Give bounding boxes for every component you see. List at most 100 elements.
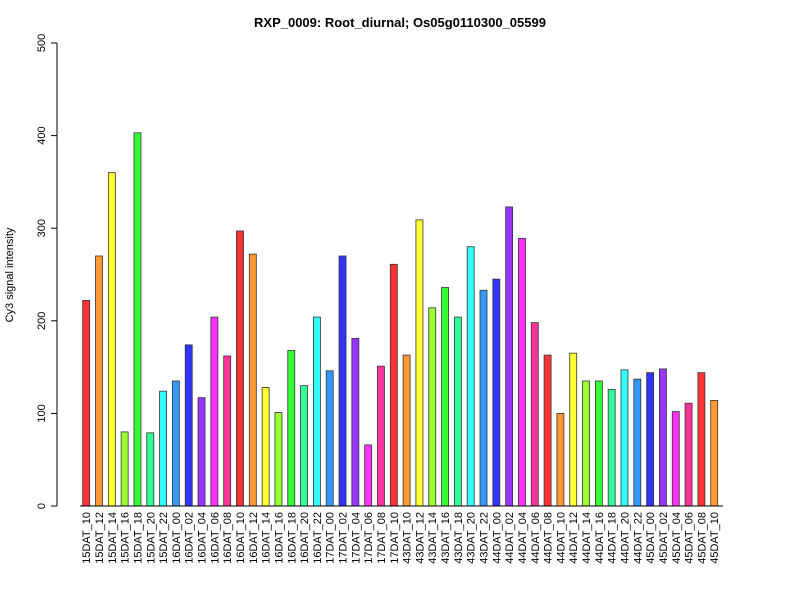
bar-17DAT_00 bbox=[325, 370, 334, 507]
bar-15DAT_12 bbox=[95, 255, 103, 507]
x-tick-label: 16DAT_00 bbox=[171, 512, 183, 564]
bar-16DAT_02 bbox=[184, 344, 193, 507]
bar-15DAT_16 bbox=[120, 431, 129, 507]
x-tick-label: 44DAT_20 bbox=[619, 512, 631, 564]
x-tick-label: 15DAT_14 bbox=[107, 512, 119, 564]
x-tick-label: 45DAT_10 bbox=[709, 512, 721, 564]
x-tick-label: 15DAT_20 bbox=[145, 512, 157, 564]
bar-17DAT_02 bbox=[338, 255, 347, 507]
x-tick-label: 43DAT_12 bbox=[414, 512, 426, 564]
x-tick-labels: 15DAT_10 15DAT_12 15DAT_14 15DAT_16 15DAT_18… bbox=[81, 512, 721, 564]
x-tick-label: 15DAT_22 bbox=[158, 512, 170, 564]
bar-17DAT_10 bbox=[389, 263, 398, 507]
x-tick-label: 43DAT_10 bbox=[402, 512, 414, 564]
x-tick-label: 44DAT_12 bbox=[568, 512, 580, 564]
x-tick-label: 15DAT_18 bbox=[132, 512, 144, 564]
x-tick-label: 44DAT_00 bbox=[491, 512, 503, 564]
bar-15DAT_14 bbox=[107, 172, 116, 507]
y-tick-label: 500 bbox=[36, 34, 48, 52]
bar-44DAT_08 bbox=[543, 354, 552, 507]
bar-44DAT_00 bbox=[492, 278, 501, 507]
x-tick-label: 43DAT_18 bbox=[453, 512, 465, 564]
bar-43DAT_18 bbox=[453, 316, 462, 507]
x-tick-label: 44DAT_18 bbox=[607, 512, 619, 564]
x-tick-label: 45DAT_02 bbox=[658, 512, 670, 564]
x-tick-label: 16DAT_10 bbox=[235, 512, 247, 564]
x-tick-label: 17DAT_02 bbox=[338, 512, 350, 564]
x-tick-label: 45DAT_00 bbox=[645, 512, 657, 564]
x-tick-label: 15DAT_10 bbox=[81, 512, 93, 564]
x-tick-label: 45DAT_06 bbox=[684, 512, 696, 564]
x-tick-label: 44DAT_04 bbox=[517, 512, 529, 564]
y-tick-label: 200 bbox=[36, 312, 48, 330]
x-tick-label: 17DAT_08 bbox=[376, 512, 388, 564]
bar-15DAT_18 bbox=[133, 132, 142, 507]
bar-44DAT_22 bbox=[633, 378, 642, 507]
x-tick-label: 45DAT_04 bbox=[671, 512, 683, 564]
bar-17DAT_06 bbox=[364, 444, 373, 507]
bar-17DAT_04 bbox=[351, 337, 360, 507]
bar-43DAT_10 bbox=[402, 354, 411, 507]
bar-44DAT_14 bbox=[582, 380, 590, 507]
bar-43DAT_20 bbox=[466, 246, 475, 507]
x-tick-label: 16DAT_18 bbox=[286, 512, 298, 564]
bar-43DAT_14 bbox=[428, 307, 437, 507]
x-tick-label: 16DAT_14 bbox=[261, 512, 273, 564]
x-tick-label: 16DAT_04 bbox=[197, 512, 209, 564]
bar-44DAT_12 bbox=[569, 352, 578, 507]
x-tick-label: 16DAT_22 bbox=[312, 512, 324, 564]
bar-16DAT_10 bbox=[236, 230, 244, 507]
x-tick-label: 16DAT_02 bbox=[184, 512, 196, 564]
bar-15DAT_20 bbox=[146, 432, 155, 507]
bar-45DAT_04 bbox=[671, 411, 680, 507]
x-tick-label: 16DAT_20 bbox=[299, 512, 311, 564]
bar-45DAT_10 bbox=[710, 400, 719, 507]
bar-45DAT_06 bbox=[684, 402, 693, 507]
bar-44DAT_18 bbox=[607, 388, 616, 507]
x-tick-label: 15DAT_16 bbox=[120, 512, 132, 564]
bar-16DAT_00 bbox=[172, 380, 180, 507]
bar-45DAT_08 bbox=[697, 372, 706, 507]
x-tick-label: 16DAT_08 bbox=[222, 512, 234, 564]
bar-16DAT_16 bbox=[274, 412, 283, 507]
bar-44DAT_02 bbox=[505, 206, 514, 507]
bar-16DAT_14 bbox=[261, 387, 270, 507]
bar-16DAT_22 bbox=[312, 316, 321, 507]
x-tick-label: 44DAT_22 bbox=[632, 512, 644, 564]
bar-15DAT_22 bbox=[159, 390, 167, 507]
y-axis: 0 100 200 300 400 500 bbox=[36, 34, 58, 509]
bar-16DAT_20 bbox=[300, 385, 308, 507]
bar-16DAT_12 bbox=[248, 253, 257, 507]
x-tick-label: 17DAT_06 bbox=[363, 512, 375, 564]
y-tick-label: 400 bbox=[36, 126, 48, 144]
bar-44DAT_10 bbox=[556, 412, 565, 507]
x-tick-label: 44DAT_06 bbox=[530, 512, 542, 564]
bar-43DAT_16 bbox=[441, 287, 449, 507]
x-tick-label: 17DAT_10 bbox=[389, 512, 401, 564]
x-tick-label: 16DAT_06 bbox=[209, 512, 221, 564]
bar-16DAT_08 bbox=[223, 355, 232, 507]
y-tick-label: 100 bbox=[36, 404, 48, 422]
x-tick-label: 16DAT_12 bbox=[248, 512, 260, 564]
bar-43DAT_22 bbox=[479, 289, 488, 507]
x-tick-label: 43DAT_22 bbox=[479, 512, 491, 564]
x-tick-label: 44DAT_16 bbox=[594, 512, 606, 564]
x-tick-label: 43DAT_14 bbox=[427, 512, 439, 564]
x-tick-label: 44DAT_14 bbox=[581, 512, 593, 564]
x-tick-label: 16DAT_16 bbox=[273, 512, 285, 564]
bar-43DAT_12 bbox=[415, 219, 424, 507]
bar-44DAT_20 bbox=[620, 369, 629, 507]
bar-45DAT_00 bbox=[646, 372, 655, 507]
chart-title: RXP_0009: Root_diurnal; Os05g0110300_055… bbox=[254, 15, 546, 30]
x-tick-label: 44DAT_08 bbox=[543, 512, 555, 564]
x-tick-label: 17DAT_00 bbox=[325, 512, 337, 564]
y-tick-label: 0 bbox=[36, 503, 48, 509]
bar-44DAT_04 bbox=[518, 237, 526, 507]
bar-16DAT_04 bbox=[197, 397, 206, 507]
x-tick-label: 43DAT_20 bbox=[466, 512, 478, 564]
x-tick-label: 44DAT_02 bbox=[504, 512, 516, 564]
x-tick-label: 17DAT_04 bbox=[350, 512, 362, 564]
bar-17DAT_08 bbox=[377, 365, 385, 507]
x-tick-label: 44DAT_10 bbox=[555, 512, 567, 564]
bar-44DAT_06 bbox=[530, 322, 539, 507]
